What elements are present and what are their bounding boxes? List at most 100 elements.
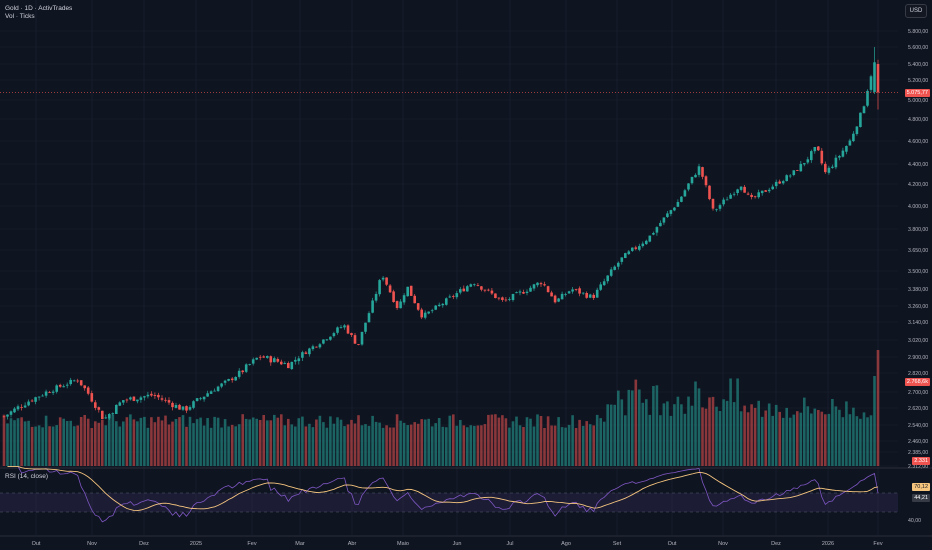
volume-bar (690, 405, 694, 466)
volume-bar (237, 424, 241, 466)
candle-body (683, 190, 687, 197)
volume-bar (86, 418, 90, 466)
candle-body (680, 196, 683, 202)
volume-bar (525, 417, 529, 466)
volume-bar (41, 427, 44, 466)
volume-bar (65, 421, 69, 466)
price-axis-label: 4.400,00 (908, 162, 928, 168)
volume-bar (167, 424, 171, 466)
rsi-legend[interactable]: RSI (14, close) (5, 473, 48, 480)
candle-body (171, 402, 174, 408)
candle-body (599, 284, 602, 290)
candle-body (34, 397, 37, 402)
price-candles[interactable] (0, 47, 898, 420)
volume-bar (704, 408, 708, 466)
volume-bar (188, 416, 192, 466)
candle-body (125, 399, 129, 401)
volume-bar (574, 428, 578, 466)
candle-body (199, 398, 202, 400)
candle-body (16, 406, 20, 410)
candle-body (367, 313, 371, 323)
candle-body (448, 296, 452, 298)
volume-bar (645, 399, 648, 466)
candle-body (160, 398, 164, 400)
volume-bar (606, 404, 609, 466)
candle-body (192, 401, 195, 408)
candle-body (262, 356, 265, 358)
volume-bar (16, 418, 20, 466)
rsi-axis-label: 40,00 (908, 518, 921, 524)
candle-body (624, 253, 627, 258)
candle-body (266, 356, 269, 358)
candle-body (360, 331, 364, 345)
candle-body (223, 380, 227, 383)
candle-body (237, 370, 241, 377)
volume-bar (364, 424, 367, 466)
volume-bar (37, 425, 41, 466)
volume-bar (838, 409, 841, 466)
volume-bar (697, 388, 701, 466)
volume-bar (146, 427, 150, 466)
candle-body (722, 199, 725, 205)
candle-body (487, 289, 490, 291)
volume-bar (866, 417, 869, 466)
volume-bar (746, 412, 750, 466)
volume-bar (641, 402, 645, 466)
candle-body (339, 327, 343, 328)
candle-body (820, 150, 824, 164)
volume-bar (336, 417, 339, 466)
candle-body (557, 298, 560, 302)
candle-body (395, 301, 399, 308)
candle-body (255, 357, 258, 360)
time-axis-label: Abr (348, 541, 357, 547)
candle-body (711, 198, 715, 209)
volume-legend[interactable]: Vol · Ticks (5, 13, 35, 20)
candle-body (859, 112, 862, 127)
volume-bar (97, 422, 101, 466)
volume-bar (378, 422, 381, 466)
candle-body (788, 175, 792, 177)
volume-bar (399, 420, 402, 466)
time-axis-label: Set (613, 541, 622, 547)
candle-body (824, 163, 827, 173)
candle-body (115, 404, 118, 414)
volume-bar (111, 415, 115, 466)
candle-body (86, 387, 90, 394)
candle-body (420, 309, 423, 318)
volume-bar (708, 397, 711, 466)
candle-body (51, 391, 55, 393)
time-axis-label: Jun (453, 541, 462, 547)
volume-bar (125, 417, 129, 466)
candle-body (143, 396, 146, 398)
volume-bar (262, 415, 265, 466)
volume-bar (662, 403, 666, 466)
candle-body (139, 397, 143, 400)
currency-button[interactable]: USD (905, 4, 927, 18)
candle-body (796, 170, 799, 171)
candle-body (248, 364, 251, 365)
time-axis-label: Fev (873, 541, 882, 547)
candle-body (862, 106, 866, 114)
candle-body (459, 289, 462, 293)
volume-bar (283, 425, 287, 466)
candle-body (381, 277, 385, 280)
volume-bar (476, 425, 480, 466)
candle-body (831, 166, 834, 168)
candle-body (827, 167, 831, 173)
symbol-legend[interactable]: Gold · 1D · ActivTrades (5, 5, 73, 12)
volume-bar (859, 418, 862, 466)
volume-bar (511, 421, 515, 466)
candle-body (834, 157, 838, 168)
volume-bar (343, 426, 346, 466)
candle-body (76, 380, 79, 382)
extra-tag: 2.331 (912, 457, 930, 465)
candle-body (65, 384, 69, 386)
volume-bar (585, 421, 588, 466)
volume-bar (564, 427, 567, 466)
candle-body (311, 346, 315, 350)
candle-body (550, 292, 553, 297)
candle-body (866, 90, 869, 106)
candle-body (743, 186, 746, 193)
candle-body (62, 386, 65, 388)
